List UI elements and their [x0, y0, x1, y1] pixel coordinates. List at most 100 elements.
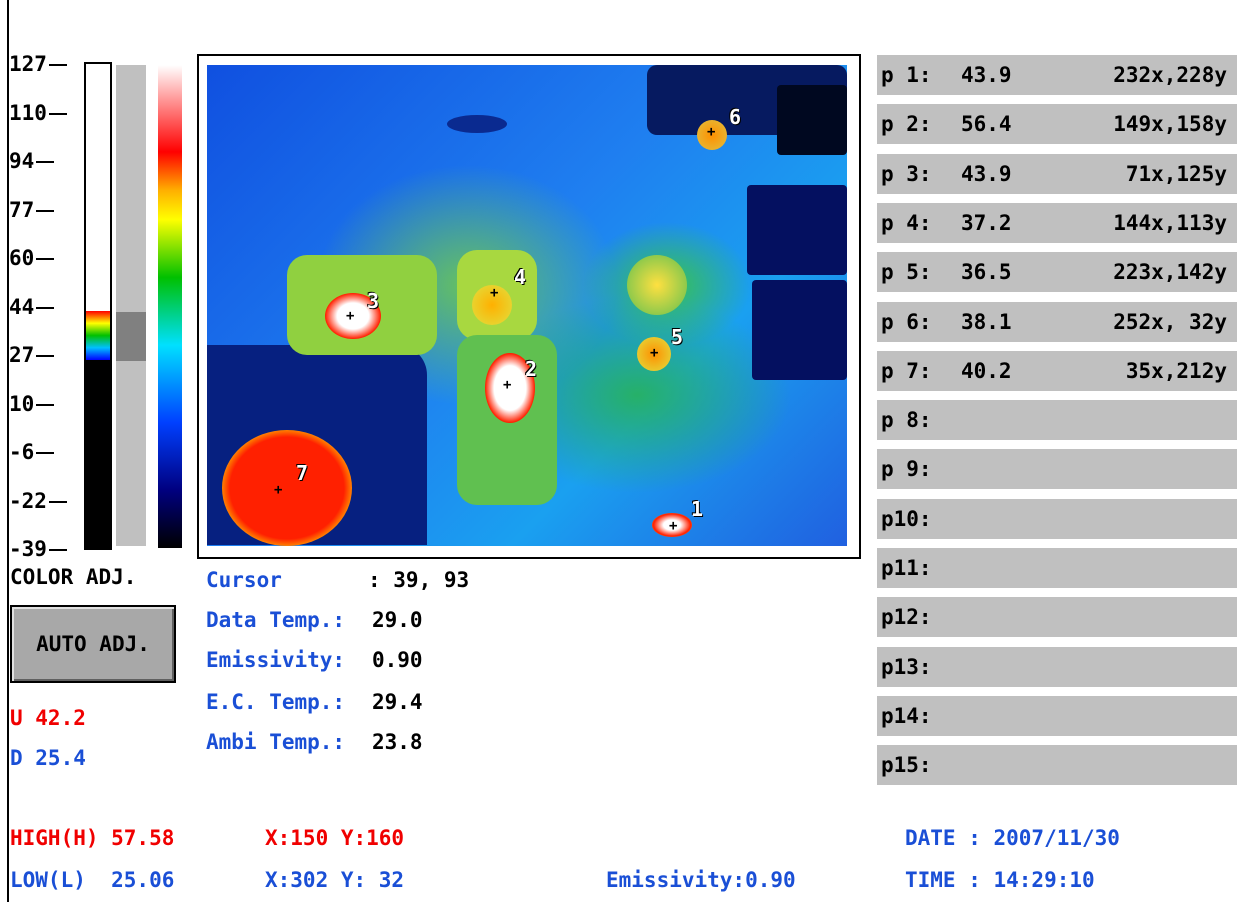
left-border-line: [7, 0, 9, 902]
point-row[interactable]: p 6: 38.1 252x, 32y: [877, 301, 1237, 342]
marker-label-5: 5: [671, 325, 684, 349]
scale-tick-mark: [48, 549, 67, 551]
cursor-key: Cursor: [206, 568, 358, 592]
point-row[interactable]: p13:: [877, 646, 1237, 687]
scale-tick-label: -22: [9, 488, 47, 513]
high-temp-coords: X:150 Y:160: [265, 826, 405, 850]
point-row[interactable]: p10:: [877, 498, 1237, 539]
range-slider-track[interactable]: [116, 65, 146, 546]
ec-temp-key: E.C. Temp.:: [206, 690, 346, 714]
thermal-image-frame: + 3 + 4 + 2 + 5 + 6 + 1 + 7: [197, 54, 861, 559]
scale-tick: 44: [9, 294, 55, 319]
dark-region: [752, 280, 847, 380]
auto-adj-button[interactable]: AUTO ADJ.: [10, 605, 176, 683]
point-label: p 6:: [881, 309, 932, 334]
ambi-temp-key: Ambi Temp.:: [206, 730, 346, 754]
point-row[interactable]: p15:: [877, 745, 1237, 786]
point-coord: 252x, 32y: [1113, 309, 1227, 334]
range-slider-handle[interactable]: [116, 312, 146, 362]
scale-tick-mark: [36, 355, 55, 357]
point-label: p14:: [881, 703, 932, 728]
crosshair-icon: +: [707, 124, 716, 140]
point-coord: 35x,212y: [1125, 358, 1227, 383]
point-row[interactable]: p14:: [877, 695, 1237, 736]
scale-tick: 127: [9, 52, 67, 76]
point-row[interactable]: p 9:: [877, 449, 1237, 490]
scale-tick-label: 60: [9, 246, 35, 270]
point-coord: 71x,125y: [1125, 161, 1227, 186]
scale-tick-mark: [36, 161, 55, 163]
point-coord: 232x,228y: [1113, 63, 1227, 87]
point-row[interactable]: p12:: [877, 597, 1237, 638]
ambi-temp-value: 23.8: [372, 730, 423, 754]
point-label: p 1:: [881, 63, 932, 87]
scale-tick-label: -39: [9, 537, 47, 561]
hot-spot-2: [485, 353, 535, 423]
emissivity-key: Emissivity:: [206, 648, 346, 672]
info-cursor: Cursor : 39, 93: [206, 566, 469, 594]
point-label: p 8:: [881, 408, 932, 433]
footer-emissivity: Emissivity:0.90: [606, 868, 796, 892]
crosshair-icon: +: [274, 482, 283, 498]
hot-spot-3: [325, 293, 381, 339]
scale-tick-label: 77: [9, 197, 35, 222]
point-row[interactable]: p 4: 37.2 144x,113y: [877, 202, 1237, 243]
point-label: p11:: [881, 556, 932, 580]
low-temp-coords: X:302 Y: 32: [265, 868, 405, 892]
point-label: p12:: [881, 605, 932, 630]
scale-tick: 27: [9, 343, 55, 367]
scale-tick-label: 110: [9, 100, 47, 125]
point-row[interactable]: p 3: 43.9 71x,125y: [877, 153, 1237, 194]
warm-region: [627, 255, 687, 315]
low-temp-label: LOW(L) 25.06: [10, 868, 175, 892]
point-label: p 3:: [881, 161, 932, 186]
marker-label-3: 3: [367, 289, 380, 313]
point-row[interactable]: p 5: 36.5 223x,142y: [877, 252, 1237, 293]
thermal-image[interactable]: + 3 + 4 + 2 + 5 + 6 + 1 + 7: [207, 65, 847, 546]
point-value: 56.4: [961, 112, 1012, 137]
point-label: p 5:: [881, 260, 932, 285]
color-adj-label: COLOR ADJ.: [10, 565, 137, 589]
point-coord: 149x,158y: [1113, 112, 1227, 137]
scale-tick-mark: [36, 403, 55, 406]
scale-tick-label: -6: [9, 440, 35, 464]
scale-tick-label: 127: [9, 52, 47, 76]
range-black-segment: [86, 360, 110, 548]
scale-tick: -39: [9, 537, 67, 561]
scale-tick: -6: [9, 440, 55, 464]
scale-tick: -22: [9, 489, 67, 513]
info-ec-temp: E.C. Temp.: 29.4: [206, 688, 423, 716]
scale-tick-mark: [36, 209, 55, 212]
crosshair-icon: +: [490, 285, 499, 301]
point-value: 38.1: [961, 309, 1012, 334]
point-label: p 2:: [881, 112, 932, 137]
point-coord: 144x,113y: [1113, 210, 1227, 235]
high-temp-label: HIGH(H) 57.58: [10, 826, 175, 850]
scale-tick-mark: [48, 500, 67, 503]
range-white-segment: [86, 64, 110, 312]
point-row[interactable]: p 2: 56.4 149x,158y: [877, 104, 1237, 145]
dark-region: [777, 85, 847, 155]
time-label: TIME : 14:29:10: [905, 868, 1095, 892]
point-row[interactable]: p 1: 43.9 232x,228y: [877, 55, 1237, 95]
point-coord: 223x,142y: [1113, 260, 1227, 285]
ec-temp-value: 29.4: [372, 690, 423, 714]
scale-tick-label: 27: [9, 343, 35, 367]
point-row[interactable]: p11:: [877, 548, 1237, 588]
point-label: p15:: [881, 753, 932, 778]
marker-label-2: 2: [525, 357, 538, 381]
point-row[interactable]: p 8:: [877, 400, 1237, 441]
date-label: DATE : 2007/11/30: [905, 826, 1120, 850]
scale-tick: 10: [9, 392, 55, 416]
range-indicator-bar: [84, 62, 112, 550]
marker-label-6: 6: [729, 105, 742, 129]
scale-tick-mark: [36, 306, 55, 309]
crosshair-icon: +: [346, 308, 355, 324]
scale-tick-label: 44: [9, 294, 35, 319]
hot-spot-1: [652, 513, 692, 537]
marker-label-7: 7: [296, 461, 309, 485]
point-row[interactable]: p 7: 40.2 35x,212y: [877, 350, 1237, 391]
scale-tick-mark: [36, 452, 55, 454]
scale-tick-mark: [36, 258, 55, 260]
point-label: p10:: [881, 506, 932, 531]
